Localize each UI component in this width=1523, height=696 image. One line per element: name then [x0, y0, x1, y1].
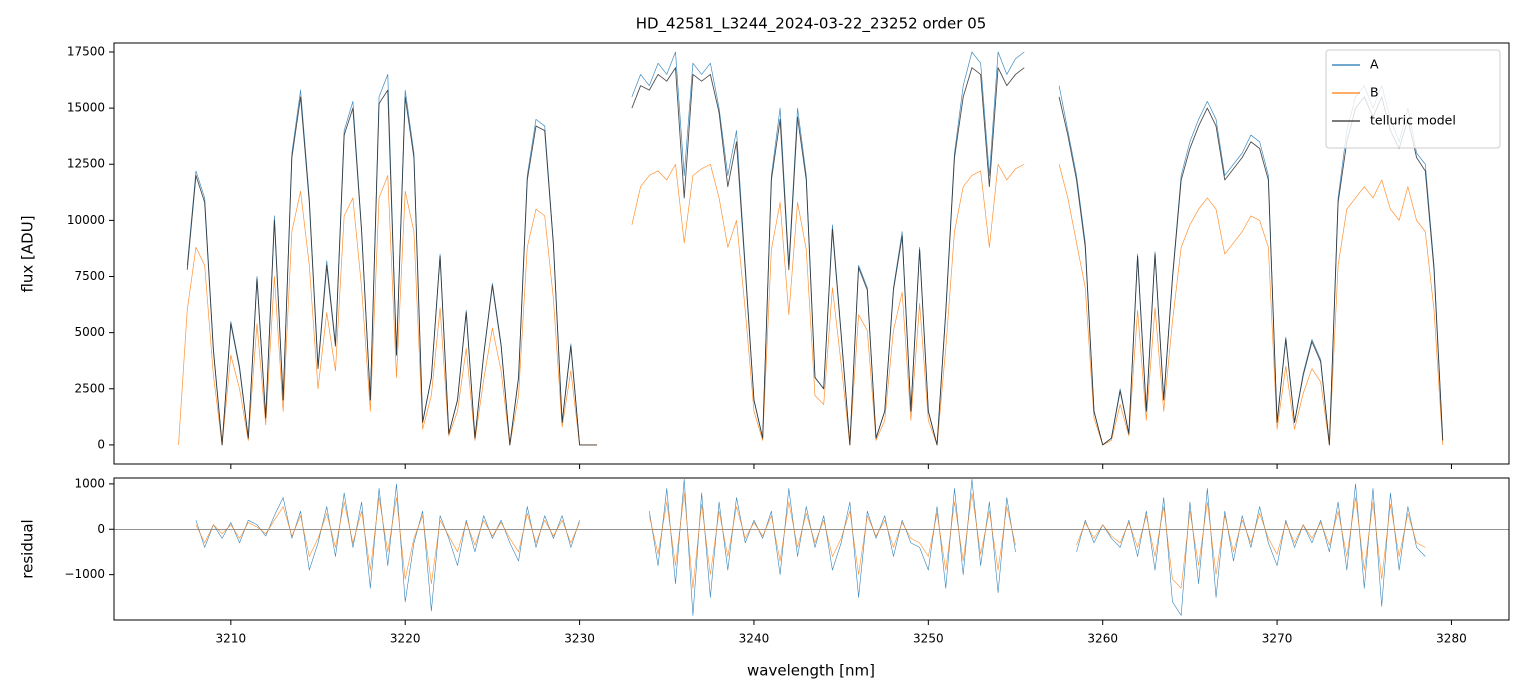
x-tick-label: 3280 — [1436, 632, 1467, 646]
axes-frame — [113, 42, 1510, 465]
y-tick-label: 15000 — [67, 101, 105, 115]
y-tick-label: 2500 — [74, 381, 105, 395]
legend-label: B — [1370, 85, 1379, 100]
y-tick-label: 7500 — [74, 269, 105, 283]
legend-label: telluric model — [1370, 113, 1456, 128]
x-tick-label: 3260 — [1087, 632, 1118, 646]
legend-box — [1325, 49, 1501, 149]
x-tick-label: 3240 — [739, 632, 770, 646]
series-line — [178, 163, 1444, 446]
y-tick-label: 5000 — [74, 325, 105, 339]
y-tick-label: 12500 — [67, 157, 105, 171]
series-line — [195, 479, 1426, 616]
y-tick-label: 17500 — [67, 44, 105, 58]
y-tick-label: 10000 — [67, 213, 105, 227]
series-line — [195, 492, 1426, 589]
axes-frame — [113, 477, 1510, 621]
x-tick-label: 3250 — [913, 632, 944, 646]
chart-title: HD_42581_L3244_2024-03-22_23252 order 05 — [636, 15, 987, 34]
y-axis-label: flux [ADU] — [19, 215, 37, 292]
series-group — [195, 479, 1426, 616]
y-tick-label: 1000 — [74, 476, 105, 490]
x-tick-label: 3220 — [390, 632, 421, 646]
y-tick-label: −1000 — [64, 567, 105, 581]
x-tick-label: 3230 — [564, 632, 595, 646]
x-tick-label: 3210 — [216, 632, 247, 646]
legend-label: A — [1370, 57, 1379, 72]
y-tick-label: 0 — [97, 437, 105, 451]
x-axis-label: wavelength [nm] — [747, 662, 875, 680]
y-axis-label: residual — [19, 519, 37, 578]
x-tick-label: 3270 — [1262, 632, 1293, 646]
y-tick-label: 0 — [97, 522, 105, 536]
